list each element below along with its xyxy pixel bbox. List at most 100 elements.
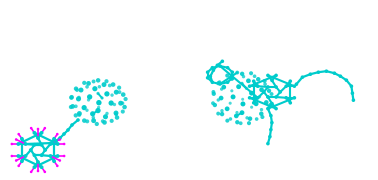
- Circle shape: [235, 111, 239, 114]
- Circle shape: [266, 95, 270, 99]
- Circle shape: [225, 119, 229, 123]
- Circle shape: [213, 103, 217, 107]
- Circle shape: [274, 74, 278, 77]
- Circle shape: [121, 109, 125, 114]
- Circle shape: [77, 96, 81, 99]
- Circle shape: [90, 111, 95, 116]
- Circle shape: [270, 92, 274, 96]
- Circle shape: [69, 95, 74, 100]
- Circle shape: [246, 78, 251, 83]
- Circle shape: [206, 76, 209, 80]
- Circle shape: [226, 80, 229, 84]
- Circle shape: [240, 72, 244, 76]
- Circle shape: [96, 92, 100, 95]
- Circle shape: [20, 159, 24, 163]
- Circle shape: [16, 142, 20, 146]
- Circle shape: [206, 70, 209, 74]
- Circle shape: [235, 71, 239, 75]
- Circle shape: [229, 76, 232, 79]
- Circle shape: [274, 107, 278, 110]
- Circle shape: [114, 90, 119, 95]
- Circle shape: [260, 108, 263, 111]
- Circle shape: [91, 118, 96, 123]
- Circle shape: [220, 109, 224, 112]
- Circle shape: [274, 85, 278, 89]
- Circle shape: [352, 98, 355, 102]
- Circle shape: [222, 85, 226, 89]
- Circle shape: [111, 82, 115, 87]
- Circle shape: [36, 160, 40, 164]
- Circle shape: [279, 90, 282, 94]
- Circle shape: [62, 132, 66, 136]
- Circle shape: [43, 127, 46, 129]
- Circle shape: [85, 119, 89, 123]
- Circle shape: [92, 86, 98, 91]
- Circle shape: [339, 74, 342, 78]
- Circle shape: [121, 101, 124, 105]
- Circle shape: [66, 128, 70, 132]
- Circle shape: [288, 101, 292, 105]
- Circle shape: [269, 128, 273, 131]
- Circle shape: [37, 128, 39, 130]
- Circle shape: [103, 114, 108, 119]
- Circle shape: [266, 107, 270, 110]
- Circle shape: [36, 136, 40, 140]
- Circle shape: [217, 98, 220, 102]
- Circle shape: [37, 170, 39, 172]
- Circle shape: [33, 143, 36, 147]
- Circle shape: [256, 84, 259, 87]
- Circle shape: [69, 105, 73, 109]
- Circle shape: [33, 165, 36, 169]
- Circle shape: [33, 153, 36, 157]
- Circle shape: [108, 100, 114, 106]
- Circle shape: [270, 102, 274, 105]
- Circle shape: [96, 78, 101, 83]
- Circle shape: [216, 81, 221, 85]
- Circle shape: [253, 74, 256, 78]
- Circle shape: [74, 86, 78, 91]
- Circle shape: [11, 155, 13, 157]
- Circle shape: [266, 95, 270, 99]
- Circle shape: [220, 59, 224, 63]
- Circle shape: [104, 79, 108, 83]
- Circle shape: [82, 118, 87, 123]
- Circle shape: [250, 106, 253, 109]
- Circle shape: [86, 81, 91, 86]
- Circle shape: [113, 103, 116, 106]
- Circle shape: [248, 96, 251, 100]
- Circle shape: [24, 154, 28, 158]
- Circle shape: [15, 159, 17, 162]
- Circle shape: [56, 133, 59, 135]
- Circle shape: [30, 127, 33, 129]
- Circle shape: [40, 153, 43, 157]
- Circle shape: [351, 91, 354, 95]
- Circle shape: [56, 165, 59, 167]
- Circle shape: [259, 111, 263, 116]
- Circle shape: [229, 76, 234, 81]
- Circle shape: [266, 85, 270, 89]
- Circle shape: [215, 64, 219, 67]
- Circle shape: [24, 142, 28, 146]
- Circle shape: [110, 119, 114, 123]
- Circle shape: [350, 84, 353, 88]
- Circle shape: [70, 104, 75, 109]
- Circle shape: [270, 121, 274, 124]
- Circle shape: [274, 95, 278, 99]
- Circle shape: [96, 100, 102, 105]
- Circle shape: [317, 70, 320, 74]
- Circle shape: [113, 111, 118, 116]
- Circle shape: [268, 103, 273, 107]
- Circle shape: [284, 96, 288, 100]
- Circle shape: [325, 69, 328, 73]
- Circle shape: [85, 85, 89, 89]
- Circle shape: [43, 148, 47, 152]
- Circle shape: [108, 84, 112, 87]
- Circle shape: [234, 114, 239, 118]
- Circle shape: [258, 95, 261, 98]
- Circle shape: [211, 90, 215, 94]
- Circle shape: [43, 171, 46, 173]
- Circle shape: [249, 91, 254, 96]
- Circle shape: [91, 80, 96, 84]
- Circle shape: [124, 97, 128, 101]
- Circle shape: [74, 113, 78, 118]
